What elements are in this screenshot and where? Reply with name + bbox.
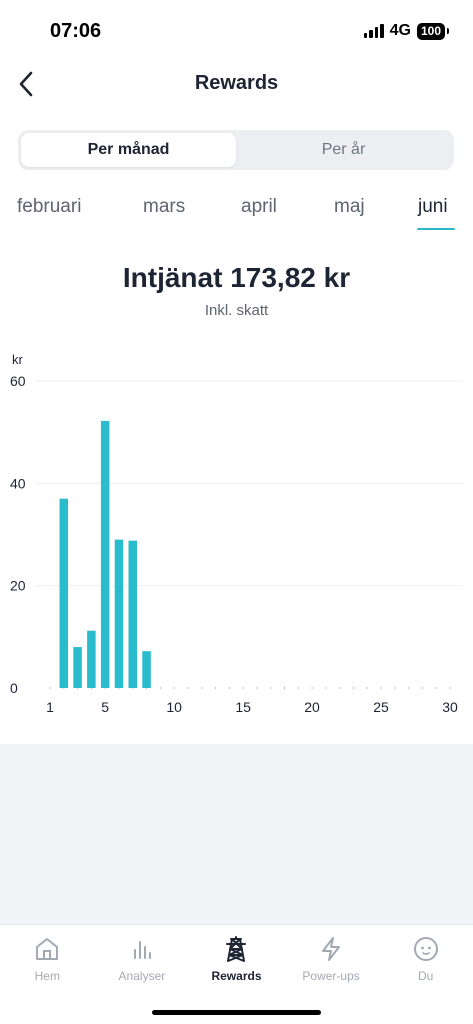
bar-day-5	[100, 420, 110, 688]
tax-note: Inkl. skatt	[204, 302, 269, 319]
tab-power-ups[interactable]: Power-ups	[284, 925, 379, 1024]
home-icon	[33, 935, 61, 963]
back-button[interactable]	[8, 66, 44, 102]
month-selector: februari mars april maj juni	[0, 196, 473, 236]
chevron-left-icon	[19, 71, 33, 97]
earnings-chart: kr 0 20 40 60 1 5 10 15 20 25 30	[0, 340, 473, 730]
battery-icon: 100	[416, 22, 450, 40]
bar-day-6	[114, 539, 124, 688]
per-month-tab[interactable]: Per månad	[21, 133, 236, 167]
page-title: Rewards	[194, 72, 279, 94]
x-tick-label: 30	[442, 699, 458, 715]
y-axis-unit-label: kr	[12, 352, 24, 367]
bar-day-2	[59, 498, 69, 688]
home-indicator	[152, 1010, 321, 1015]
x-tick-label: 20	[304, 699, 320, 715]
pylon-icon	[222, 935, 250, 963]
tab-label: Du	[418, 969, 434, 983]
earned-total: Intjänat 173,82 kr	[122, 262, 351, 293]
lightning-icon	[317, 935, 345, 963]
tab-label: Hem	[34, 969, 60, 983]
signal-icon	[363, 24, 384, 38]
x-tick-label: 1	[46, 699, 54, 715]
x-tick-label: 5	[101, 699, 109, 715]
status-indicators: 4G 100	[363, 22, 450, 40]
status-time: 07:06	[50, 20, 102, 42]
month-tab-april[interactable]: april	[241, 196, 277, 217]
month-tab-februari[interactable]: februari	[17, 196, 82, 217]
header: Rewards	[0, 62, 473, 106]
bottom-tab-bar: Hem Analyser Rewards Power-ups Du	[0, 924, 473, 1024]
month-tab-juni[interactable]: juni	[418, 196, 448, 217]
bar-day-7	[128, 540, 138, 688]
x-tick-label: 25	[373, 699, 389, 715]
bar-day-3	[73, 647, 82, 688]
tab-label: Power-ups	[302, 969, 360, 983]
y-tick-label: 20	[10, 578, 26, 594]
tab-rewards[interactable]: Rewards	[189, 925, 284, 1024]
x-tick-label: 10	[166, 699, 182, 715]
y-tick-label: 60	[10, 373, 26, 389]
tab-analyser[interactable]: Analyser	[95, 925, 190, 1024]
tab-hem[interactable]: Hem	[0, 925, 95, 1024]
y-tick-label: 0	[10, 680, 18, 696]
profile-face-icon	[412, 935, 440, 963]
bar-day-4	[87, 630, 96, 688]
empty-content-area	[0, 744, 473, 924]
y-tick-label: 40	[10, 475, 26, 491]
network-type: 4G	[389, 22, 411, 39]
tab-label: Rewards	[211, 969, 262, 983]
bar-day-8	[142, 651, 151, 688]
tab-du[interactable]: Du	[378, 925, 473, 1024]
selected-month-indicator	[417, 228, 455, 230]
bar-chart-icon	[128, 935, 156, 963]
per-year-tab[interactable]: Per år	[321, 141, 366, 158]
month-tab-mars[interactable]: mars	[143, 196, 186, 217]
x-tick-label: 15	[235, 699, 251, 715]
month-tab-maj[interactable]: maj	[334, 196, 365, 217]
tab-label: Analyser	[118, 969, 166, 983]
status-bar: 07:06 4G 100	[0, 0, 473, 60]
period-toggle: Per månad Per år	[18, 130, 454, 170]
